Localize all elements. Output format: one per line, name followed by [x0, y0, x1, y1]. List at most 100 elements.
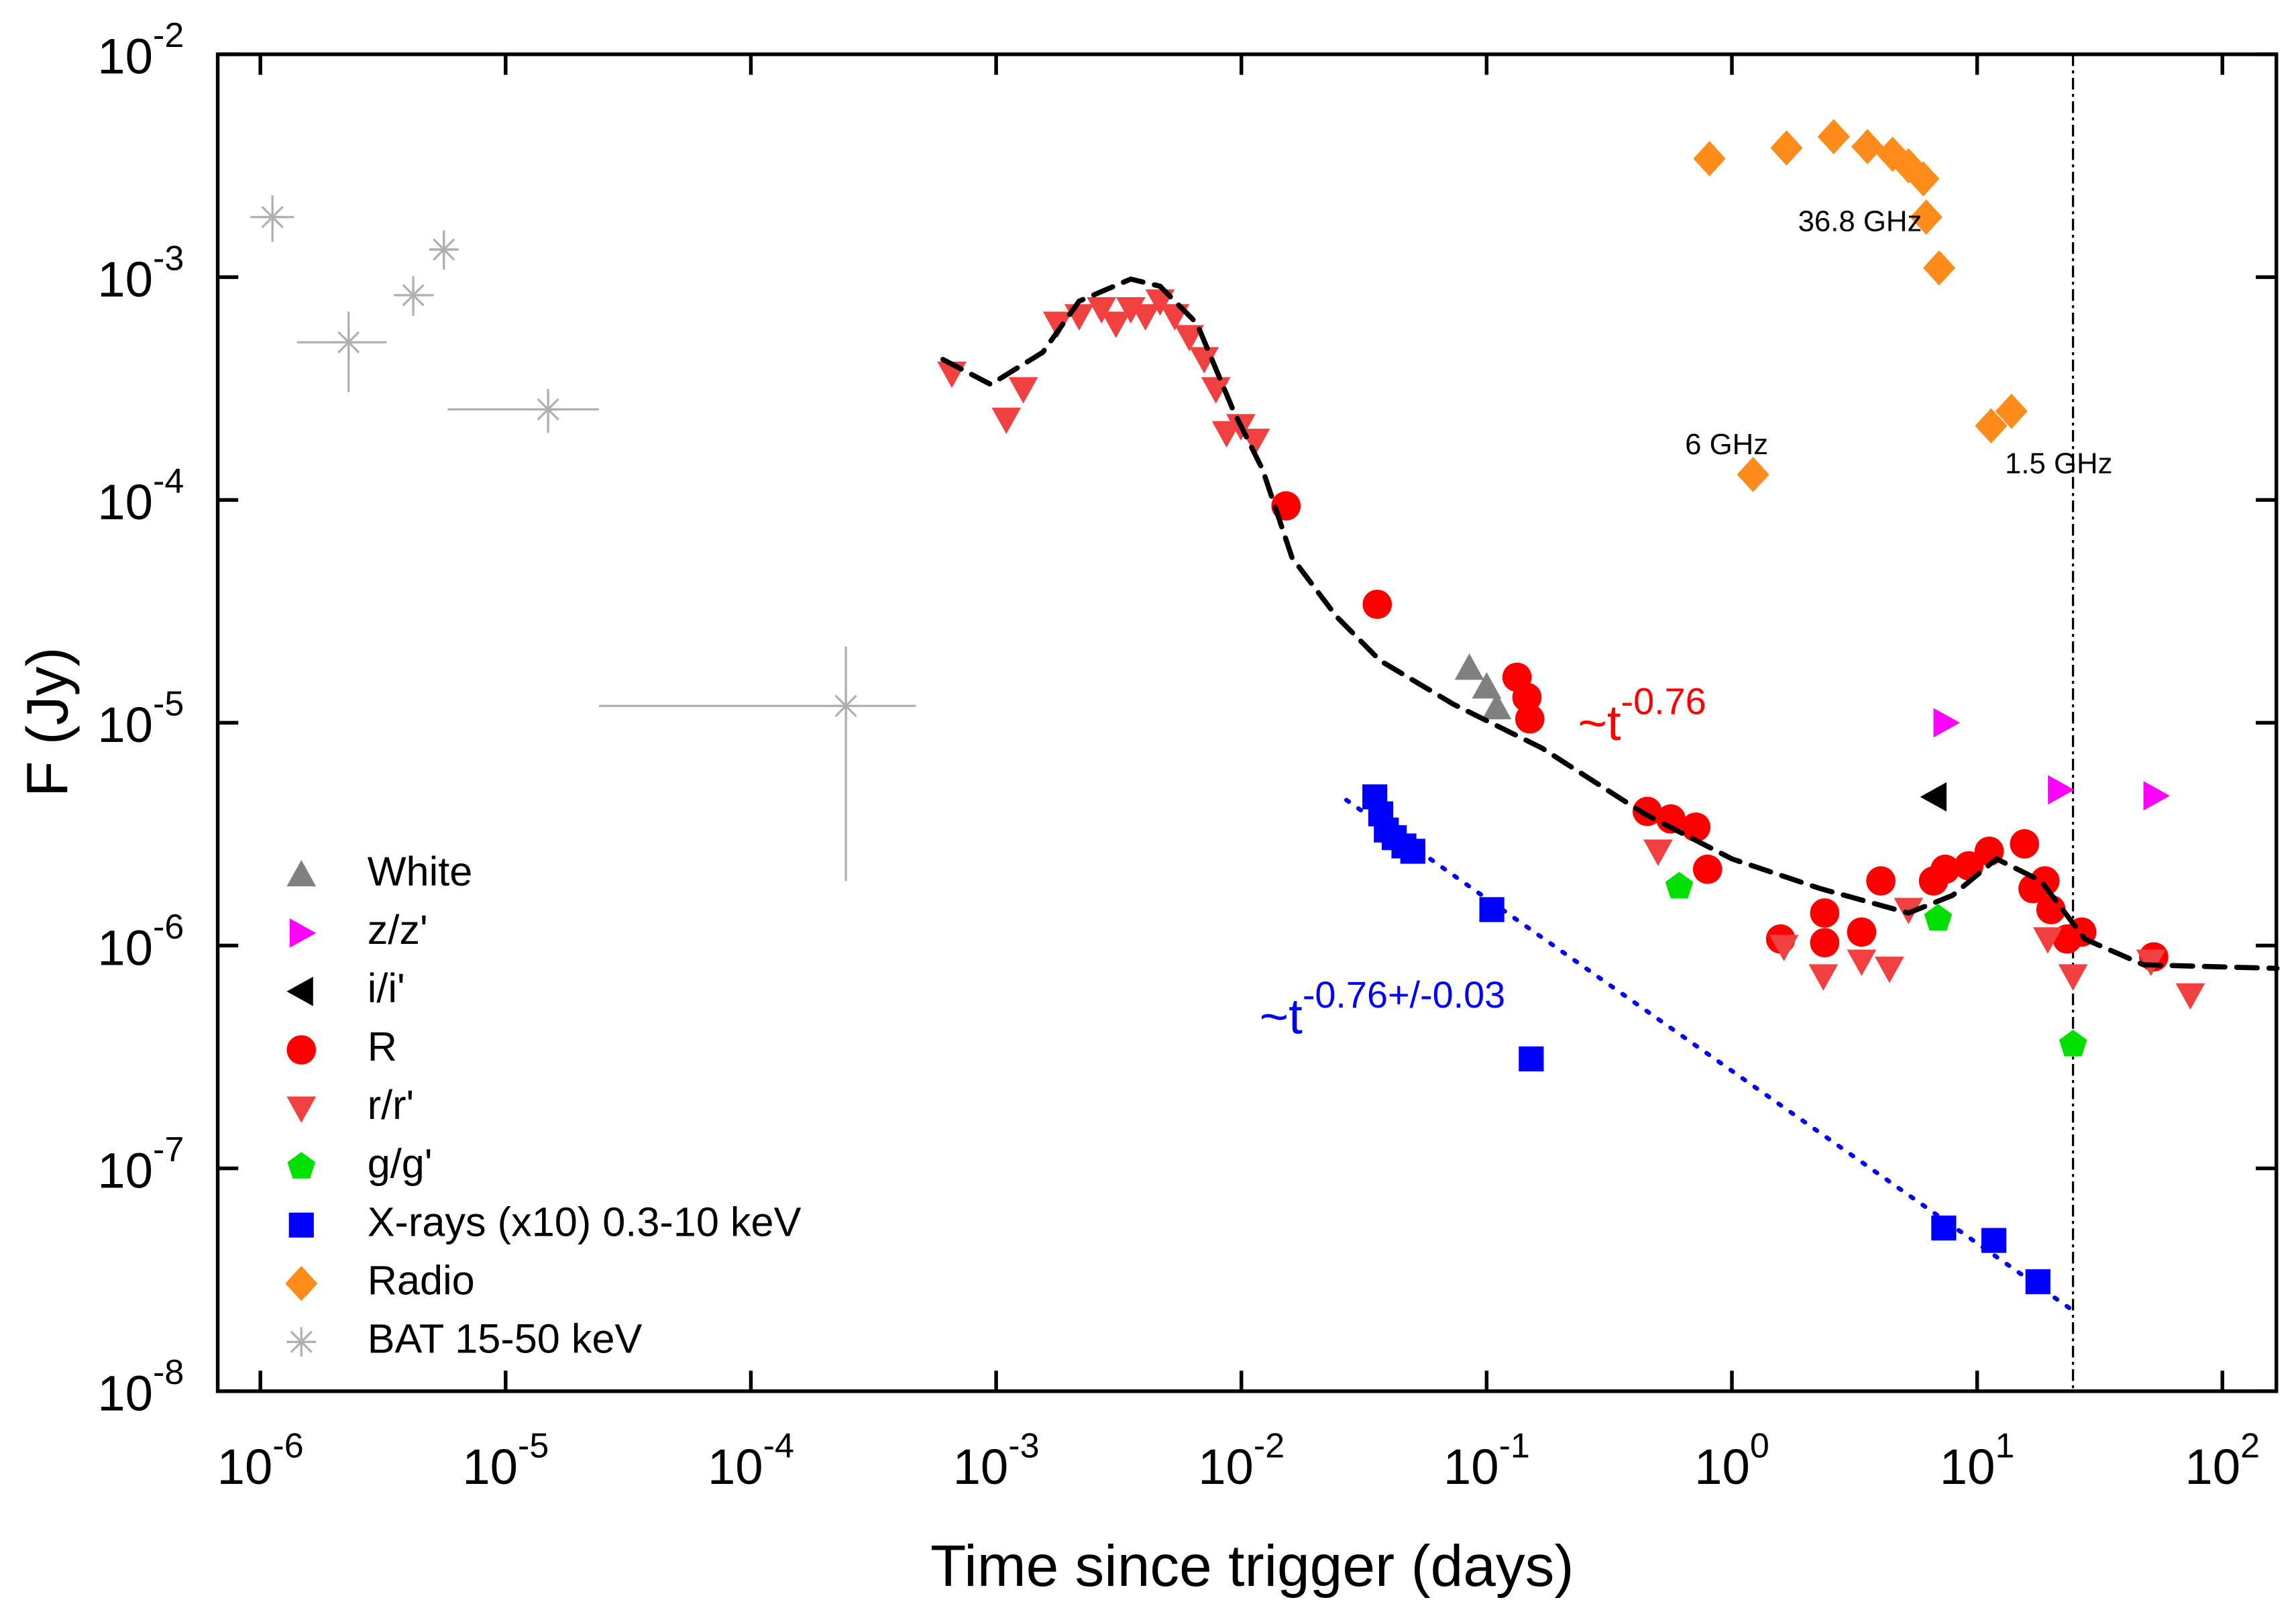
annotation-text: ~t	[1260, 988, 1303, 1044]
marker	[2032, 927, 2063, 954]
marker	[2036, 895, 2066, 924]
marker	[1847, 949, 1877, 976]
marker	[1737, 457, 1769, 492]
marker	[1851, 129, 1884, 164]
marker	[1454, 653, 1484, 680]
legend-marker	[287, 1152, 316, 1179]
legend-label: White	[368, 849, 473, 894]
marker	[1115, 297, 1146, 324]
x-tick-label: 10-1	[1443, 1426, 1530, 1494]
y-tick-label: 10-8	[97, 1353, 184, 1421]
marker	[1808, 964, 1839, 991]
annotation: 1.5 GHz	[2005, 447, 2112, 480]
marker	[1769, 934, 1799, 961]
legend-marker	[286, 977, 313, 1006]
annotation: 36.8 GHz	[1798, 205, 1922, 237]
marker	[1042, 311, 1073, 338]
y-tick-label: 10-3	[97, 239, 184, 307]
y-tick-label: 10-5	[97, 684, 184, 752]
marker	[1933, 708, 1960, 738]
marker	[1975, 408, 2008, 444]
fit-line	[940, 276, 2280, 971]
marker	[333, 327, 364, 358]
marker	[1362, 589, 1392, 619]
marker	[1087, 297, 1117, 324]
marker	[1130, 304, 1160, 331]
legend-marker	[286, 1327, 317, 1357]
marker	[1924, 904, 1953, 931]
x-tick-label: 102	[2185, 1426, 2260, 1494]
legend-label: BAT 15-50 keV	[368, 1316, 643, 1361]
marker	[1810, 928, 1840, 958]
annotation-text: 36.8 GHz	[1798, 205, 1922, 237]
x-tick-label: 10-2	[1198, 1426, 1284, 1494]
marker	[1665, 871, 1694, 899]
x-axis-label: Time since trigger (days)	[930, 1533, 1574, 1599]
annotation-text: ~t	[1578, 694, 1621, 750]
annotation-text: 1.5 GHz	[2005, 447, 2112, 480]
marker	[2059, 1030, 2087, 1057]
marker	[1512, 682, 1542, 712]
legend-marker	[289, 918, 317, 948]
marker	[1482, 692, 1512, 720]
marker	[1008, 377, 1038, 404]
marker	[1876, 136, 1909, 172]
marker	[2058, 964, 2088, 991]
x-tick-label: 10-3	[953, 1426, 1040, 1494]
legend-marker	[288, 1212, 314, 1238]
fit-line	[1344, 798, 2075, 1313]
y-axis-label: F (Jy)	[15, 647, 80, 798]
y-tick-label: 10-4	[97, 462, 184, 529]
marker	[258, 202, 288, 232]
marker	[398, 280, 428, 310]
marker	[533, 394, 563, 425]
marker	[831, 691, 861, 721]
x-tick-label: 101	[1940, 1426, 2015, 1494]
marker	[429, 235, 459, 264]
legend-label: Radio	[368, 1257, 475, 1303]
marker	[991, 407, 1022, 434]
marker	[1519, 1046, 1544, 1072]
marker	[2010, 829, 2040, 859]
marker	[1922, 250, 1956, 286]
y-tick-label: 10-6	[97, 908, 184, 975]
marker	[1101, 311, 1131, 338]
marker	[1931, 1215, 1957, 1241]
legend-marker	[286, 859, 317, 887]
annotation: 6 GHz	[1685, 428, 1768, 461]
marker	[1995, 393, 2028, 429]
marker	[1692, 854, 1723, 884]
x-tick-label: 10-5	[462, 1426, 549, 1494]
marker	[1472, 672, 1502, 699]
marker	[1693, 141, 1726, 176]
legend-label: r/r'	[368, 1082, 415, 1128]
plot-frame	[215, 52, 2279, 1393]
marker	[1643, 839, 1673, 866]
legend-label: X-rays (x10) 0.3-10 keV	[368, 1199, 802, 1244]
annotation-text: 6 GHz	[1685, 428, 1768, 461]
legend-marker	[286, 1096, 317, 1123]
marker	[2175, 983, 2205, 1010]
marker	[1201, 377, 1231, 404]
y-tick-label: 10-2	[97, 16, 184, 84]
legend-label: z/z'	[368, 907, 428, 953]
marker	[1875, 957, 1904, 983]
annotation: ~t-0.76	[1578, 680, 1706, 750]
marker	[2143, 781, 2170, 811]
marker	[1810, 898, 1840, 928]
marker	[1847, 917, 1877, 947]
marker	[1174, 325, 1205, 352]
marker	[1770, 130, 1803, 166]
marker	[1817, 119, 1850, 154]
x-tick-label: 10-6	[217, 1426, 304, 1494]
marker	[1681, 812, 1711, 842]
legend-marker	[286, 1035, 317, 1065]
annotation: ~t-0.76+/-0.03	[1260, 974, 1505, 1044]
marker	[1920, 782, 1947, 812]
legend-marker	[285, 1265, 318, 1301]
y-tick-label: 10-7	[97, 1130, 184, 1198]
marker	[1515, 704, 1545, 734]
legend-label: g/g'	[368, 1140, 433, 1186]
marker	[1930, 854, 1960, 884]
